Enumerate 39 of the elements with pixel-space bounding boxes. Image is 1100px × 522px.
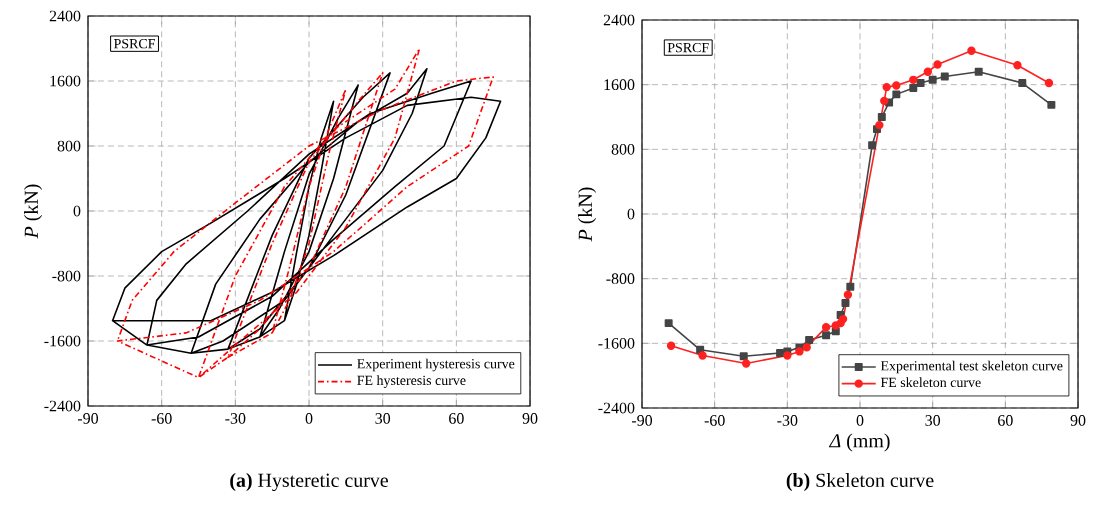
x-axis-title: Δ (mm) — [828, 433, 890, 452]
point — [1047, 100, 1056, 109]
point — [868, 141, 877, 150]
point — [875, 120, 884, 130]
point — [822, 331, 831, 340]
point — [916, 79, 925, 88]
point — [821, 322, 831, 332]
point — [967, 46, 976, 55]
point — [1013, 61, 1022, 70]
point — [805, 336, 814, 345]
text: (a) Hysteretic curve — [230, 472, 388, 492]
point — [1018, 79, 1027, 88]
point — [666, 341, 676, 350]
point — [882, 82, 891, 92]
point — [923, 67, 933, 76]
point — [698, 351, 707, 360]
point — [846, 282, 855, 291]
point — [909, 75, 918, 85]
point — [933, 60, 942, 69]
point — [974, 67, 983, 76]
point — [1044, 78, 1054, 88]
text: (b) Skeleton curve — [786, 472, 934, 492]
line-series — [111, 68, 502, 354]
y-axis-title: P (kN) — [578, 187, 597, 242]
point — [892, 90, 901, 99]
point — [664, 319, 673, 328]
point — [802, 343, 811, 352]
point — [940, 72, 949, 81]
point — [880, 96, 889, 106]
point — [877, 113, 886, 121]
y-axis-title: P (kN) — [24, 184, 43, 239]
point — [741, 359, 751, 368]
point — [843, 290, 853, 300]
point — [892, 81, 901, 90]
point — [841, 298, 850, 307]
point — [776, 349, 785, 358]
point — [739, 352, 748, 361]
point — [928, 75, 937, 84]
point — [909, 83, 918, 92]
